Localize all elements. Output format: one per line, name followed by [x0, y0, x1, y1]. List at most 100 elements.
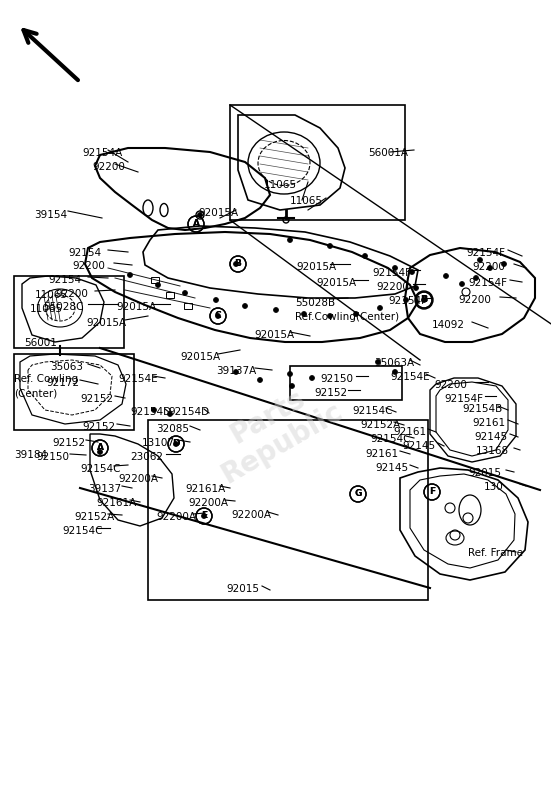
Circle shape — [213, 298, 219, 302]
Text: G: G — [354, 490, 361, 498]
Text: Ref.Cowling(Center): Ref.Cowling(Center) — [295, 312, 399, 322]
Text: C: C — [215, 311, 222, 321]
Text: 92154B: 92154B — [462, 404, 503, 414]
Text: 92154F: 92154F — [372, 268, 411, 278]
Text: 92200A: 92200A — [156, 512, 196, 522]
Text: 92161: 92161 — [365, 449, 398, 459]
Text: Ref. Cowling: Ref. Cowling — [14, 374, 78, 384]
Text: 92154D: 92154D — [130, 407, 171, 417]
Text: A: A — [96, 443, 104, 453]
Circle shape — [289, 383, 294, 389]
Text: 130: 130 — [484, 482, 504, 492]
Circle shape — [327, 314, 332, 318]
Text: 92015: 92015 — [468, 468, 501, 478]
Text: 55028B: 55028B — [295, 298, 335, 308]
Text: 92015A: 92015A — [316, 278, 356, 288]
Text: 39154: 39154 — [34, 210, 67, 220]
Text: 92152: 92152 — [314, 388, 347, 398]
Bar — [184, 303, 192, 309]
Text: 92154F: 92154F — [466, 248, 505, 258]
Text: 92152: 92152 — [80, 394, 113, 404]
Circle shape — [127, 273, 132, 278]
Text: C: C — [215, 311, 222, 321]
Text: 92145: 92145 — [474, 432, 507, 442]
Circle shape — [327, 243, 332, 249]
Text: 92200: 92200 — [55, 289, 88, 299]
Bar — [166, 292, 174, 298]
Circle shape — [98, 450, 102, 454]
Text: 92150: 92150 — [36, 452, 69, 462]
Circle shape — [473, 275, 478, 281]
Text: 92145: 92145 — [375, 463, 408, 473]
Circle shape — [392, 370, 397, 374]
Text: 92015A: 92015A — [116, 302, 156, 312]
Text: 92154: 92154 — [68, 248, 101, 258]
Text: 13107: 13107 — [142, 438, 175, 448]
Text: 92152A: 92152A — [74, 512, 114, 522]
Text: D: D — [172, 439, 180, 449]
Text: 92154F: 92154F — [444, 394, 483, 404]
Text: D: D — [172, 439, 180, 449]
Text: 11065: 11065 — [30, 304, 63, 314]
Text: A: A — [192, 219, 199, 229]
Text: A: A — [96, 443, 104, 453]
Circle shape — [273, 307, 278, 313]
Text: F: F — [429, 487, 435, 497]
Text: 92154E: 92154E — [390, 372, 430, 382]
Circle shape — [422, 298, 426, 302]
Circle shape — [363, 254, 368, 258]
Text: 92154F: 92154F — [388, 296, 427, 306]
Circle shape — [301, 311, 306, 317]
Circle shape — [288, 371, 293, 377]
Text: 56001A: 56001A — [368, 148, 408, 158]
Text: Parts
Republic: Parts Republic — [202, 371, 348, 489]
Text: G: G — [354, 490, 361, 498]
Circle shape — [501, 262, 506, 266]
Text: F: F — [429, 487, 435, 497]
Text: 39184: 39184 — [14, 450, 47, 460]
Text: A: A — [192, 219, 199, 229]
Text: 56001: 56001 — [24, 338, 57, 348]
Text: 92200: 92200 — [92, 162, 125, 172]
Text: 92154C: 92154C — [62, 526, 102, 536]
Text: 92200A: 92200A — [188, 498, 228, 508]
Text: B: B — [235, 259, 241, 269]
Circle shape — [215, 314, 220, 318]
Text: 35063: 35063 — [50, 362, 83, 372]
Text: 92154: 92154 — [48, 275, 81, 285]
Circle shape — [182, 290, 187, 295]
Text: 92152: 92152 — [82, 422, 115, 432]
Circle shape — [257, 378, 262, 382]
Text: 92152: 92152 — [52, 438, 85, 448]
Text: 92154C: 92154C — [352, 406, 392, 416]
Text: 14092: 14092 — [432, 320, 465, 330]
Text: E: E — [201, 511, 207, 521]
Circle shape — [377, 306, 382, 310]
Bar — [14, 276, 124, 348]
Text: 92015A: 92015A — [198, 208, 238, 218]
Text: 92154D: 92154D — [168, 407, 209, 417]
Text: 35063A: 35063A — [374, 358, 414, 368]
Circle shape — [354, 311, 359, 317]
Text: 92015A: 92015A — [296, 262, 336, 272]
Bar — [290, 366, 402, 400]
Text: 92154F: 92154F — [468, 278, 507, 288]
Text: 39137: 39137 — [88, 484, 121, 494]
Text: B: B — [420, 295, 428, 305]
Text: B: B — [421, 295, 427, 305]
Bar — [151, 277, 159, 283]
Text: B: B — [420, 295, 428, 305]
Text: 92161: 92161 — [393, 427, 426, 437]
Circle shape — [288, 238, 293, 242]
Circle shape — [155, 282, 160, 287]
Text: 39137A: 39137A — [216, 366, 256, 376]
Circle shape — [310, 375, 315, 381]
Circle shape — [197, 213, 203, 218]
Text: 92200A: 92200A — [231, 510, 271, 520]
Text: 92161A: 92161A — [185, 484, 225, 494]
Circle shape — [375, 359, 381, 365]
Text: Ref. Frame: Ref. Frame — [468, 548, 523, 558]
Circle shape — [403, 298, 408, 302]
Text: 92161A: 92161A — [96, 498, 136, 508]
Text: E: E — [201, 511, 207, 521]
